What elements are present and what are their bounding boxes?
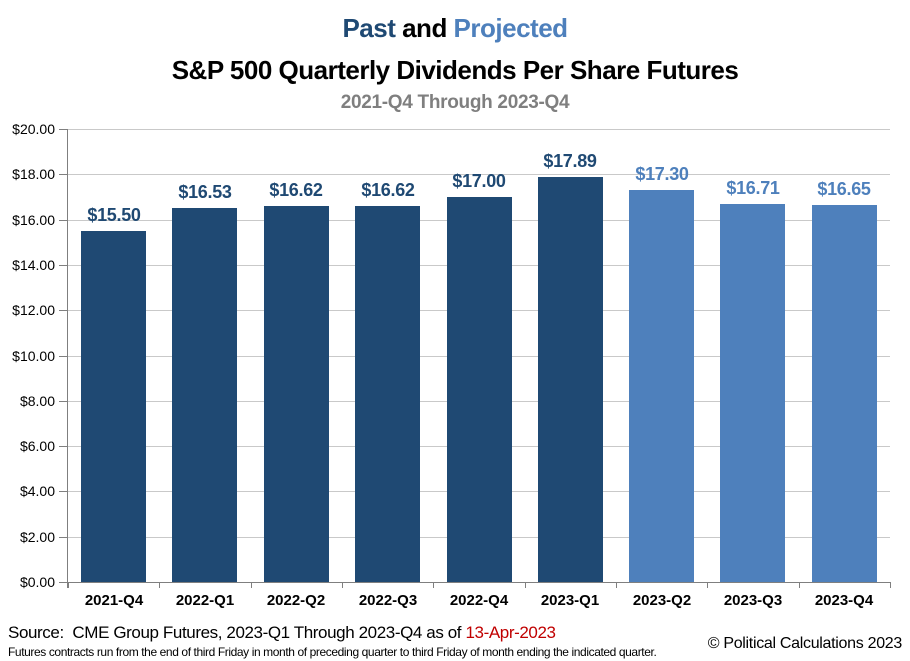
title-word-projected: Projected xyxy=(453,13,569,43)
y-axis-tick xyxy=(59,310,68,311)
title-word-past: Past xyxy=(342,13,396,43)
x-axis-tick xyxy=(342,582,343,588)
bar-value-label: $15.50 xyxy=(87,205,141,225)
chart-main-title: S&P 500 Quarterly Dividends Per Share Fu… xyxy=(171,55,739,85)
bar-2022-Q1 xyxy=(172,208,237,582)
y-axis-tick-label: $6.00 xyxy=(19,438,55,454)
bar-value-label: $16.65 xyxy=(817,179,871,199)
x-axis-tick xyxy=(525,582,526,588)
y-axis-tick xyxy=(59,491,68,492)
y-axis-tick-label: $0.00 xyxy=(19,574,55,590)
bar-value-label: $16.53 xyxy=(178,182,232,202)
x-axis-category-label: 2023-Q4 xyxy=(814,592,874,609)
bar-2023-Q4 xyxy=(812,205,877,582)
source-note: Source: CME Group Futures, 2023-Q1 Throu… xyxy=(8,623,556,643)
x-axis-category-label: 2023-Q3 xyxy=(723,592,783,609)
x-axis-line xyxy=(59,582,890,583)
y-axis-tick-label: $14.00 xyxy=(12,257,55,273)
x-axis-category-label: 2021-Q4 xyxy=(84,592,144,609)
x-axis-tick xyxy=(433,582,434,588)
x-axis-category-label: 2022-Q1 xyxy=(175,592,235,609)
x-axis-tick xyxy=(68,582,69,588)
x-axis-tick xyxy=(616,582,617,588)
x-axis-tick xyxy=(799,582,800,588)
y-axis-tick xyxy=(59,446,68,447)
x-axis-tick xyxy=(159,582,160,588)
y-axis-tick-label: $8.00 xyxy=(19,393,55,409)
bar-value-label: $17.00 xyxy=(452,171,506,191)
bar-value-label: $17.89 xyxy=(543,151,597,171)
y-axis-tick-label: $4.00 xyxy=(19,483,55,499)
y-axis-tick-label: $12.00 xyxy=(12,302,55,318)
y-axis-tick xyxy=(59,537,68,538)
x-axis-category-label: 2023-Q1 xyxy=(540,592,600,609)
y-axis-tick xyxy=(59,356,68,357)
chart-subtitle: 2021-Q4 Through 2023-Q4 xyxy=(340,92,570,113)
y-axis-line xyxy=(67,129,68,588)
y-axis-tick xyxy=(59,129,68,130)
y-axis-tick-label: $16.00 xyxy=(12,212,55,228)
copyright-text: © Political Calculations 2023 xyxy=(707,635,903,652)
source-text: Source: CME Group Futures, 2023-Q1 Throu… xyxy=(8,623,466,642)
bar-2023-Q3 xyxy=(720,204,785,582)
bar-value-label: $16.62 xyxy=(361,180,415,200)
title-word-and: and xyxy=(395,13,454,43)
gridline xyxy=(68,129,890,130)
source-date: 13-Apr-2023 xyxy=(465,623,556,642)
bar-value-label: $16.62 xyxy=(269,180,323,200)
y-axis-tick-label: $2.00 xyxy=(19,529,55,545)
x-axis-category-label: 2022-Q3 xyxy=(358,592,418,609)
y-axis-tick xyxy=(59,265,68,266)
x-axis-tick xyxy=(707,582,708,588)
y-axis-tick-label: $10.00 xyxy=(12,348,55,364)
bar-2022-Q4 xyxy=(447,197,512,582)
bar-value-label: $16.71 xyxy=(726,178,780,198)
y-axis-tick-label: $20.00 xyxy=(12,121,55,137)
bar-2022-Q2 xyxy=(264,206,329,582)
chart-title-top: Past and Projected xyxy=(0,13,910,44)
x-axis-tick xyxy=(251,582,252,588)
bar-2021-Q4 xyxy=(81,231,146,582)
y-axis-tick xyxy=(59,220,68,221)
y-axis-tick xyxy=(59,174,68,175)
y-axis-tick-label: $18.00 xyxy=(12,166,55,182)
x-axis-category-label: 2022-Q2 xyxy=(266,592,326,609)
gridline xyxy=(68,174,890,175)
x-axis-tick xyxy=(890,582,891,588)
x-axis-category-label: 2022-Q4 xyxy=(449,592,509,609)
bar-2022-Q3 xyxy=(355,206,420,582)
bar-2023-Q2 xyxy=(629,190,694,582)
y-axis-tick xyxy=(59,401,68,402)
x-axis-category-label: 2023-Q2 xyxy=(632,592,692,609)
bar-2023-Q1 xyxy=(538,177,603,582)
bar-value-label: $17.30 xyxy=(635,164,689,184)
footnote-text: Futures contracts run from the end of th… xyxy=(8,645,657,659)
